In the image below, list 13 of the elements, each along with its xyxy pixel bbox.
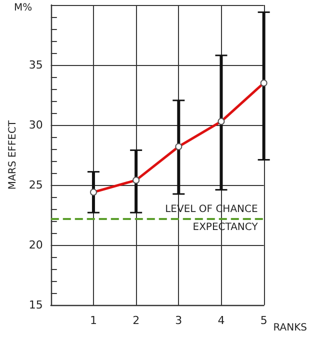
text: M% [14, 2, 32, 14]
x-tick-label: 5 [260, 314, 268, 327]
x-tick-label: 2 [132, 314, 140, 327]
x-tick-label: 4 [218, 314, 225, 327]
x-axis-title: RANKS [273, 322, 307, 334]
y-axis-title: MARS EFFECT [8, 120, 18, 190]
y-tick-label: 15 [28, 298, 43, 312]
y-tick-label: 30 [28, 118, 43, 132]
y-tick-label: 25 [28, 178, 43, 192]
x-tick-label: 1 [90, 314, 97, 327]
y-tick-label: 35 [28, 58, 43, 72]
x-tick-label: 3 [175, 314, 182, 327]
y-tick-label: 20 [28, 238, 43, 252]
